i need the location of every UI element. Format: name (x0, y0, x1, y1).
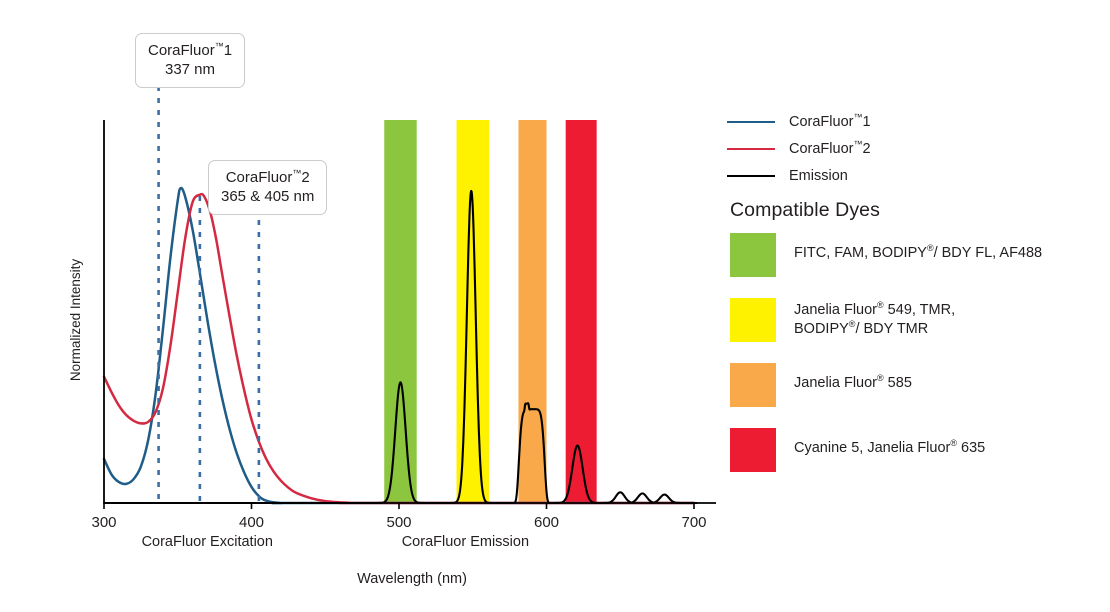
dye-color-swatch (730, 298, 776, 342)
callout-1-name: CoraFluor (148, 42, 215, 59)
x-tick-label-600: 600 (534, 514, 559, 531)
dye-row-2: Janelia Fluor® 549, TMR, BODIPY®/ BDY TMR (730, 298, 1105, 342)
dye-row-1: FITC, FAM, BODIPY®/ BDY FL, AF488 (730, 233, 1105, 277)
series-path-excitation-1 (102, 186, 696, 505)
legend-label: CoraFluor™1 (789, 111, 871, 130)
dye-label: Cyanine 5, Janelia Fluor® 635 (794, 438, 986, 456)
y-axis-title: Normalized Intensity (68, 259, 83, 382)
emission-band-green (384, 120, 417, 503)
x-axis-sublabel-excitation: CoraFluor Excitation (142, 534, 273, 550)
compatible-dyes-title: Compatible Dyes (730, 199, 880, 221)
dye-color-swatch (730, 233, 776, 277)
legend-item-3: Emission (727, 162, 1097, 189)
callout-1-tm: ™ (214, 41, 224, 51)
emission-band-yellow (456, 120, 489, 503)
x-tick-label-300: 300 (91, 514, 116, 531)
emission-band-red (565, 120, 597, 503)
dye-label: Janelia Fluor® 549, TMR, BODIPY®/ BDY TMR (794, 300, 956, 337)
callout-1-value: 337 nm (164, 61, 216, 78)
callout-1-index: 1 (223, 42, 233, 59)
callout-2-index: 2 (301, 169, 310, 186)
dye-row-4: Cyanine 5, Janelia Fluor® 635 (730, 428, 1105, 472)
callout-1-title: CoraFluor™1 (148, 41, 232, 60)
callout-2-value: 365 & 405 nm (221, 188, 315, 205)
x-axis-sublabel-emission: CoraFluor Emission (402, 534, 529, 550)
callout-2-title: CoraFluor™2 (221, 168, 314, 187)
series-path-excitation-2 (102, 192, 696, 505)
x-axis-title: Wavelength (nm) (357, 571, 467, 587)
x-tick-label-500: 500 (386, 514, 411, 531)
emission-band-orange (518, 120, 547, 503)
dye-row-3: Janelia Fluor® 585 (730, 363, 1105, 407)
dye-label: FITC, FAM, BODIPY®/ BDY FL, AF488 (794, 243, 1043, 261)
legend-label: CoraFluor™2 (789, 138, 871, 157)
dye-color-swatch (730, 428, 776, 472)
legend-swatch-line (727, 174, 775, 177)
legend-label: Emission (789, 167, 848, 184)
x-tick-label-700: 700 (681, 514, 706, 531)
callout-corafluor-1: CoraFluor™1 337 nm (135, 33, 246, 88)
compatible-dyes-list: FITC, FAM, BODIPY®/ BDY FL, AF488 Janelia… (730, 233, 1105, 493)
x-tick-label-400: 400 (239, 514, 264, 531)
callout-2-tm: ™ (292, 168, 302, 178)
legend-swatch-line (727, 147, 775, 150)
legend-swatch-line (727, 120, 775, 123)
callout-corafluor-2: CoraFluor™2 365 & 405 nm (208, 160, 328, 215)
series-legend: CoraFluor™1 CoraFluor™2 Emission (727, 108, 1097, 189)
legend-item-2: CoraFluor™2 (727, 135, 1097, 162)
dye-label: Janelia Fluor® 585 (794, 373, 912, 391)
callout-2-name: CoraFluor (225, 169, 293, 186)
dye-color-swatch (730, 363, 776, 407)
legend-item-1: CoraFluor™1 (727, 108, 1097, 135)
